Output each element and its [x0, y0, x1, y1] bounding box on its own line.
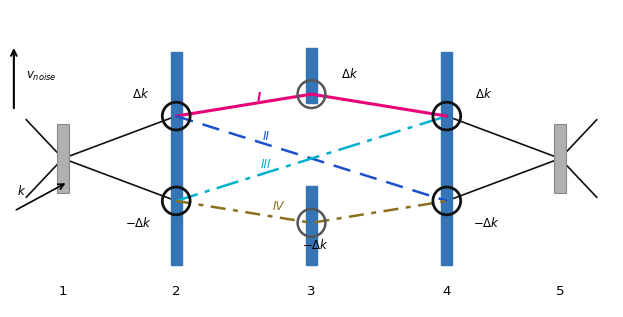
Bar	[554, 124, 566, 193]
Bar	[171, 52, 182, 265]
Text: 5: 5	[556, 285, 564, 298]
Text: 3: 3	[307, 285, 316, 298]
Text: 1: 1	[59, 285, 67, 298]
Bar	[441, 52, 452, 265]
Text: $k$: $k$	[17, 184, 26, 198]
Text: I: I	[257, 91, 261, 104]
Text: IV: IV	[273, 200, 284, 213]
Bar	[306, 48, 317, 103]
Text: II: II	[263, 130, 270, 143]
Text: $v_{noise}$: $v_{noise}$	[26, 70, 57, 83]
Text: $\Delta k$: $\Delta k$	[133, 87, 150, 101]
Text: 4: 4	[442, 285, 451, 298]
Text: $\Delta k$: $\Delta k$	[341, 67, 358, 81]
Text: $-\Delta k$: $-\Delta k$	[302, 238, 329, 252]
Text: $-\Delta k$: $-\Delta k$	[473, 216, 500, 230]
Text: $-\Delta k$: $-\Delta k$	[125, 216, 152, 230]
Text: 2: 2	[172, 285, 181, 298]
Text: $\Delta k$: $\Delta k$	[475, 87, 492, 101]
Bar	[306, 186, 317, 265]
Bar	[57, 124, 69, 193]
Text: III: III	[261, 158, 272, 171]
